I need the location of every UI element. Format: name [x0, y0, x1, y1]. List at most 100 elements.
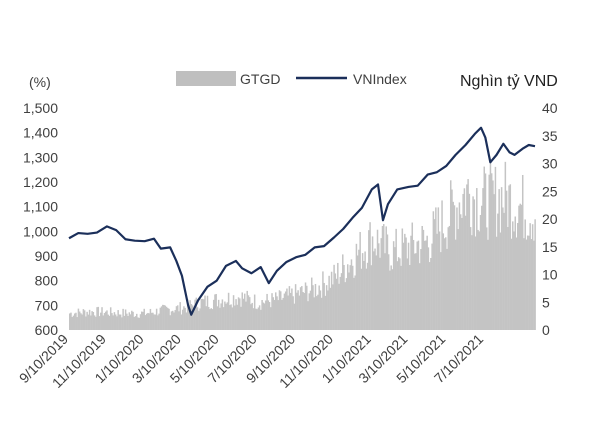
volume-bar: [165, 306, 168, 330]
volume-bar: [251, 302, 253, 330]
left-tick-label: 800: [35, 273, 59, 289]
volume-bar: [402, 242, 405, 330]
volume-bar: [366, 262, 369, 330]
volume-bar: [108, 315, 111, 330]
volume-bar: [198, 310, 200, 330]
volume-bar: [456, 207, 458, 330]
volume-bar: [440, 252, 442, 330]
volume-bar: [346, 264, 349, 330]
volume-bar: [204, 295, 206, 330]
volume-bar: [373, 251, 375, 330]
left-tick-label: 1,100: [23, 199, 58, 215]
volume-bar: [303, 292, 306, 330]
volume-bar: [351, 265, 354, 330]
volume-bar: [224, 301, 226, 330]
volume-bar: [453, 205, 456, 330]
volume-bar: [530, 239, 533, 330]
volume-bar: [298, 295, 301, 330]
volume-bar: [337, 262, 339, 330]
volume-bar: [354, 275, 356, 330]
volume-bar: [472, 196, 474, 330]
volume-bar: [525, 239, 528, 330]
volume-bar: [447, 227, 450, 330]
volume-bar: [100, 312, 102, 330]
volume-bar: [131, 310, 133, 330]
volume-bar: [533, 240, 535, 330]
volume-bar: [315, 296, 318, 330]
volume-bar: [83, 310, 86, 330]
volume-bar: [329, 287, 332, 330]
volume-bar: [327, 290, 329, 330]
volume-bar: [81, 314, 83, 330]
volume-bar: [459, 214, 462, 330]
volume-bar: [227, 292, 230, 330]
volume-bar: [312, 285, 314, 330]
volume-bar: [261, 300, 263, 330]
volume-bar: [209, 309, 211, 330]
left-axis-ticks: 1,500 1,400 1,300 1,200 1,100 1,000 900 800 700 6…: [23, 100, 58, 338]
volume-bar: [431, 243, 433, 330]
right-tick-label: 5: [542, 294, 550, 310]
volume-bar: [199, 308, 201, 330]
left-tick-label: 1,400: [23, 125, 58, 141]
volume-bar: [339, 276, 342, 330]
volume-bar: [90, 315, 92, 330]
volume-bar: [503, 212, 505, 330]
volume-bar: [241, 292, 243, 330]
index-line-layer: [68, 126, 536, 316]
volume-bar: [411, 222, 414, 330]
volume-bar: [292, 296, 294, 330]
volume-bar: [534, 219, 536, 330]
volume-bar: [69, 313, 71, 330]
volume-bar: [471, 235, 473, 330]
volume-bar: [474, 236, 477, 330]
volume-bar: [195, 297, 198, 330]
volume-bar: [183, 306, 185, 330]
volume-bar: [142, 311, 144, 330]
volume-bar: [441, 200, 443, 330]
volume-bar: [267, 300, 270, 330]
right-tick-label: 0: [542, 322, 550, 338]
volume-bar: [442, 233, 445, 330]
volume-bar: [493, 194, 495, 330]
volume-bar: [371, 236, 374, 330]
volume-bar: [370, 265, 373, 330]
volume-bar: [349, 265, 351, 330]
volume-bar: [489, 162, 492, 330]
volume-bar: [275, 292, 277, 330]
volume-bar: [248, 297, 251, 330]
volume-bar: [293, 303, 296, 330]
right-tick-label: 30: [542, 156, 558, 172]
volume-bar: [399, 258, 401, 330]
volume-bar: [317, 294, 319, 330]
volume-bar: [247, 295, 250, 330]
volume-bar: [118, 314, 121, 330]
right-tick-label: 15: [542, 239, 558, 255]
right-tick-label: 40: [542, 100, 558, 116]
volume-bar: [380, 238, 382, 330]
left-axis-unit: (%): [29, 74, 51, 90]
volume-bar: [309, 290, 312, 330]
volume-bar: [219, 307, 221, 330]
volume-bar: [386, 234, 389, 330]
volume-bar: [468, 193, 471, 330]
volume-bar: [378, 243, 380, 330]
volume-bar: [495, 236, 498, 330]
volume-bar: [344, 282, 346, 330]
volume-bar: [519, 203, 521, 330]
volume-bar: [266, 293, 268, 330]
volume-bar: [330, 271, 333, 330]
volume-bar: [97, 306, 100, 330]
volume-bar: [77, 308, 80, 330]
legend-bar-swatch: [176, 71, 236, 86]
volume-bar: [104, 311, 107, 330]
volume-bar: [294, 284, 297, 330]
volume-bar: [225, 303, 227, 330]
volume-bar: [154, 314, 157, 330]
volume-bar: [524, 219, 526, 330]
volume-bar: [461, 217, 463, 330]
volume-bar: [392, 241, 395, 330]
volume-bar: [210, 308, 212, 330]
left-tick-label: 700: [35, 297, 59, 313]
